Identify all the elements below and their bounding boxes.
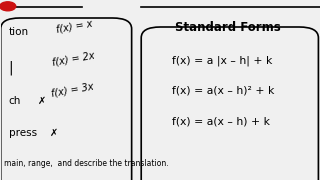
Text: f(x) = a(x – h) + k: f(x) = a(x – h) + k [172,116,269,127]
Text: f(x) = 2x: f(x) = 2x [52,50,96,67]
FancyBboxPatch shape [141,27,318,180]
Circle shape [0,2,16,11]
Text: ✗: ✗ [37,96,45,106]
Text: ch: ch [9,96,21,106]
Text: f(x) = a(x – h)² + k: f(x) = a(x – h)² + k [172,86,274,96]
Text: f(x) = x: f(x) = x [55,18,93,34]
Text: press: press [9,128,37,138]
FancyBboxPatch shape [1,18,132,180]
Text: |: | [9,60,13,75]
Text: f(x) = a |x – h| + k: f(x) = a |x – h| + k [172,55,272,66]
Text: main, range,  and describe the translation.: main, range, and describe the translatio… [4,159,169,168]
Text: f(x) = 3x: f(x) = 3x [50,81,94,99]
Text: tion: tion [9,26,29,37]
Text: ✗: ✗ [50,128,58,138]
Text: Standard Forms: Standard Forms [174,21,280,34]
